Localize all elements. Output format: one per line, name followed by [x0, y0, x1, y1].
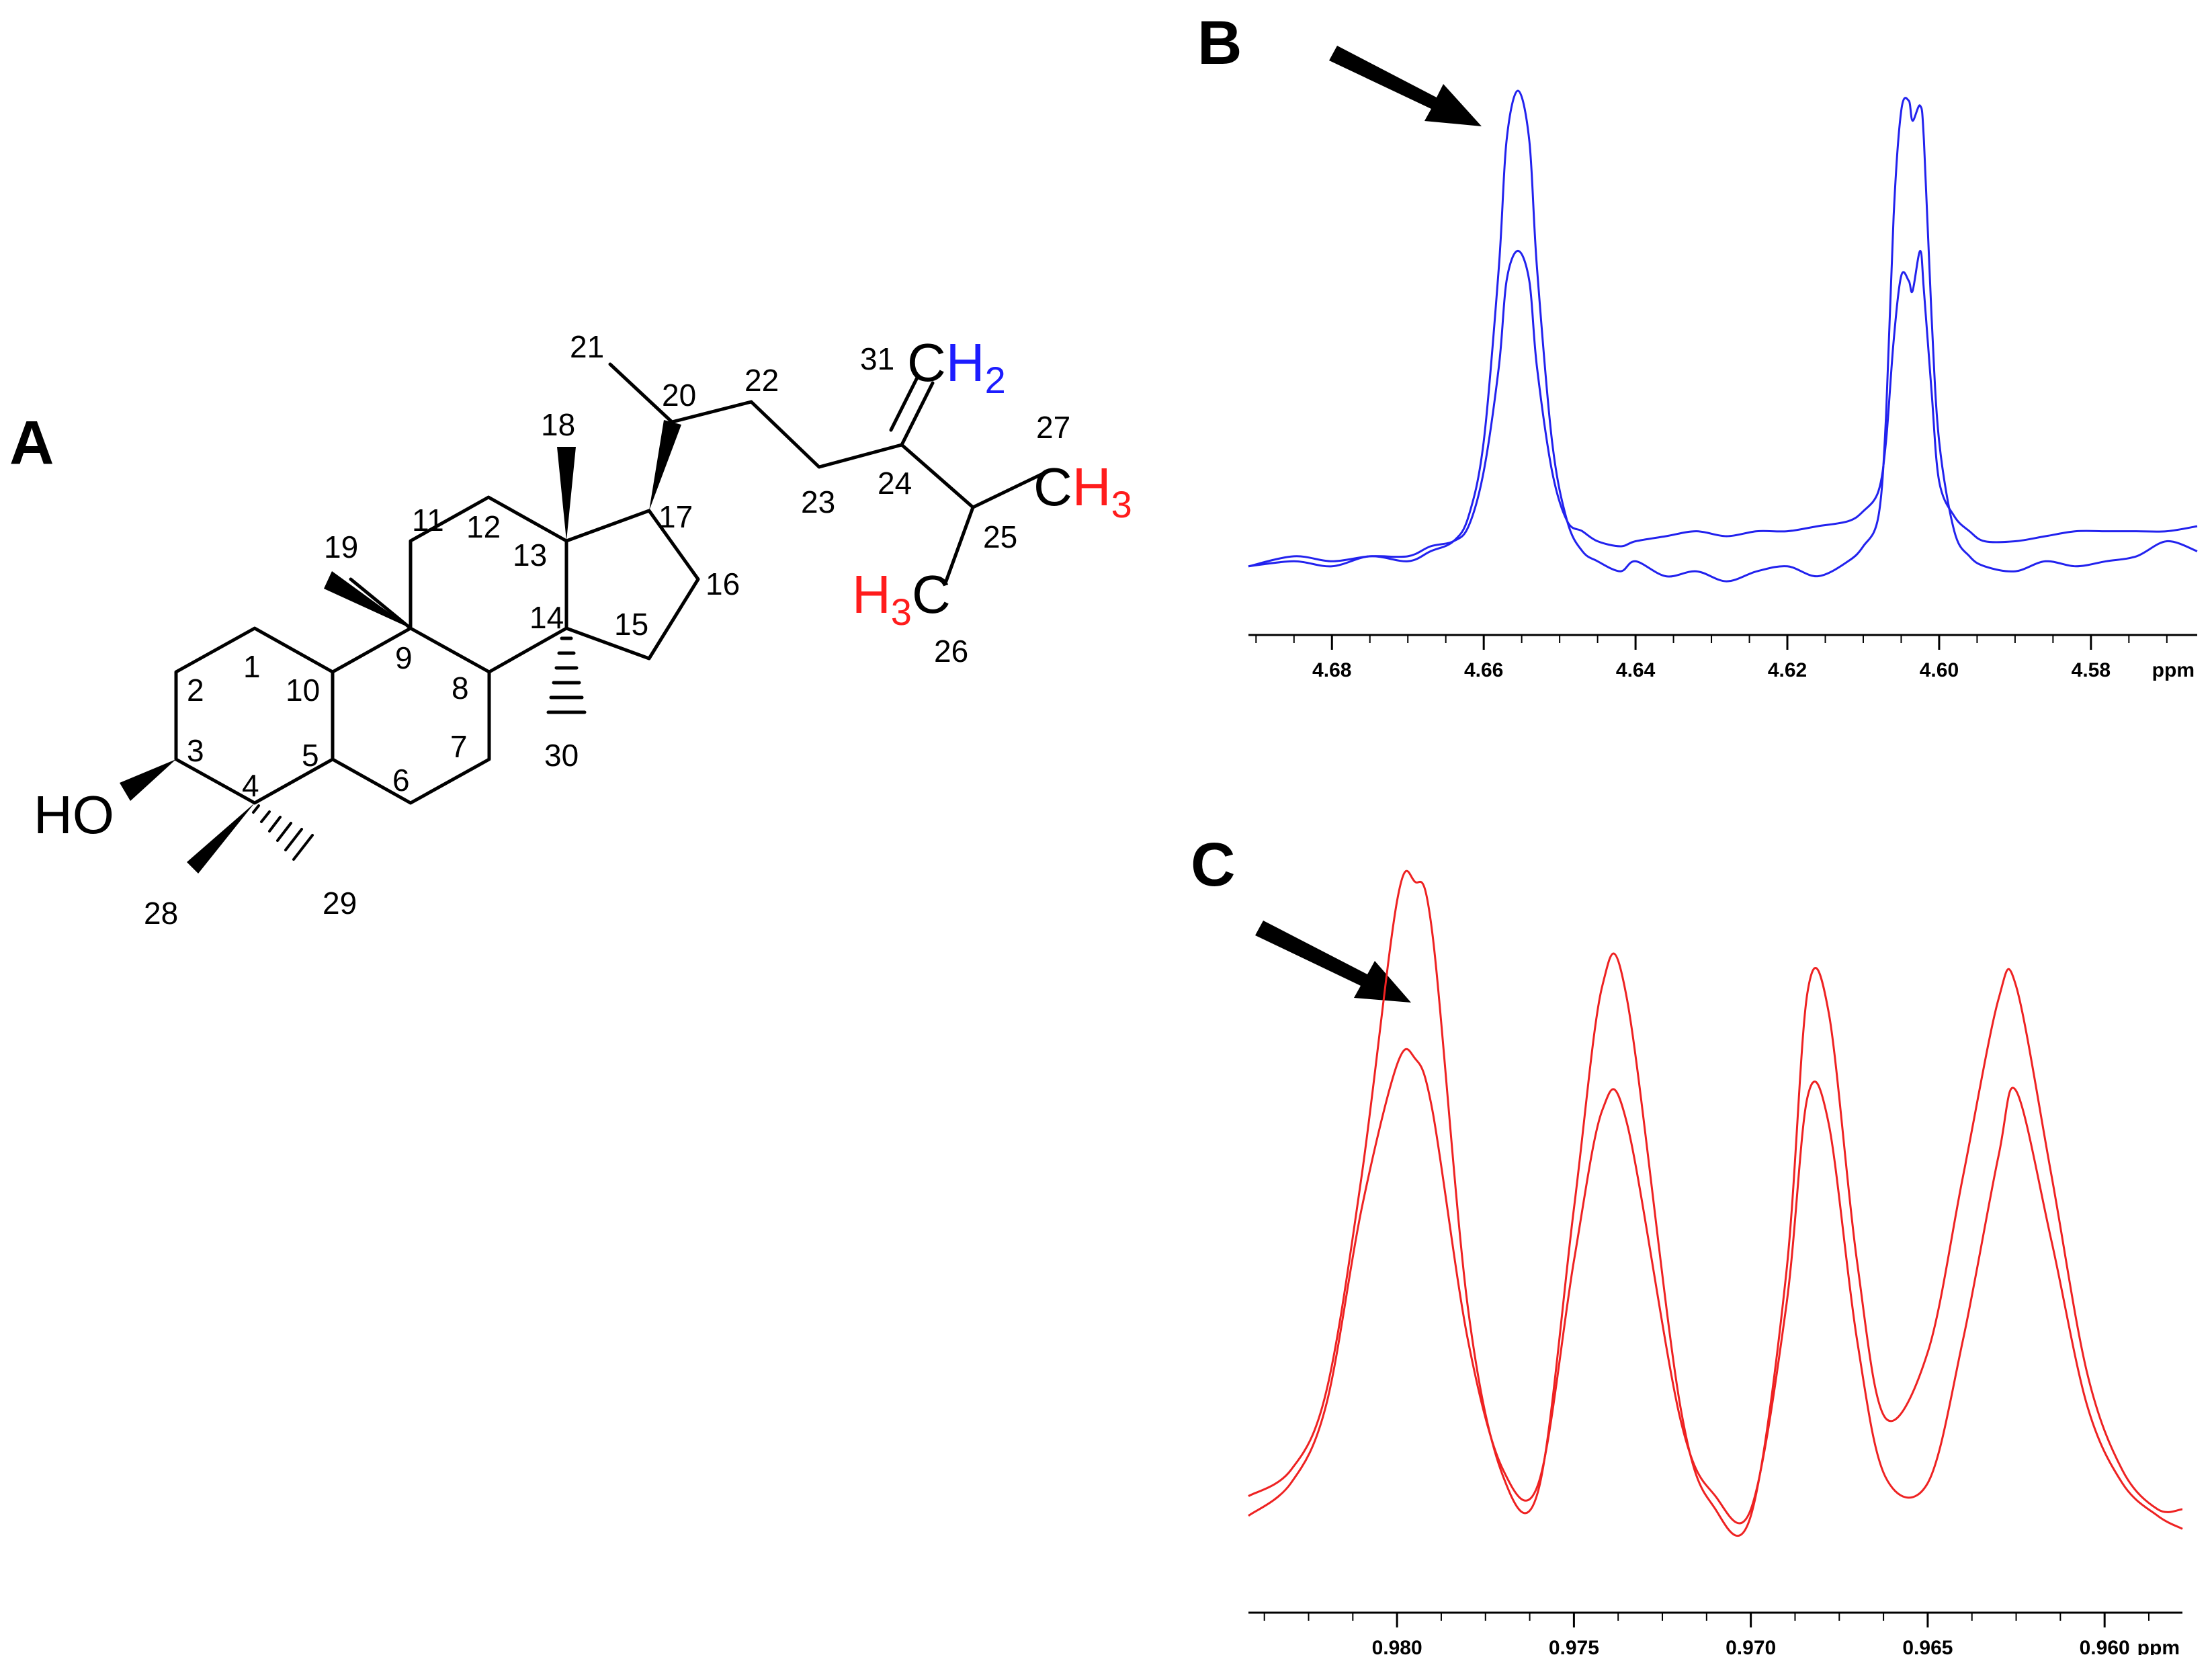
- atom-number-25: 25: [983, 519, 1017, 554]
- spectrum-b-series-1: [1248, 89, 2198, 583]
- wedge-c13-c18: [557, 447, 576, 541]
- atom-number-7: 7: [450, 729, 468, 764]
- spectrum-c-unit-label: ppm: [2137, 1637, 2180, 1655]
- wedge-c17-c20: [649, 420, 681, 511]
- spectrum-c-tick-label-2: 0.975: [1549, 1637, 1599, 1655]
- spectrum-b-tick-label-5: 4.60: [1920, 659, 1959, 681]
- atom-number-24: 24: [878, 466, 912, 501]
- atom-number-2: 2: [187, 673, 204, 708]
- methylene-group: CH2: [907, 333, 1006, 401]
- atom-number-8: 8: [452, 671, 469, 706]
- atom-number-31: 31: [860, 341, 894, 376]
- bond-c20-c21: [608, 362, 674, 424]
- methyl-c27-label: CH3: [1033, 457, 1132, 525]
- methylene-label: CH2: [907, 333, 1006, 401]
- atom-number-27: 27: [1036, 410, 1070, 445]
- spectrum-b-tick-label-4: 4.62: [1768, 659, 1807, 681]
- ring-d-bonds: [564, 509, 700, 661]
- ring-c-bonds: [409, 495, 568, 674]
- spectrum-c-series-2: [1248, 1048, 2183, 1530]
- methyl-c27-hydrogen: H: [1072, 457, 1111, 517]
- spectrum-b-tick-label-1: 4.68: [1312, 659, 1351, 681]
- bond-c19-c9: [349, 577, 413, 630]
- atom-number-29: 29: [323, 886, 357, 921]
- methyl-group-c27: CH3: [1033, 457, 1132, 525]
- methyl-c27-subscript: 3: [1111, 483, 1132, 525]
- atom-number-6: 6: [392, 763, 410, 798]
- atom-number-17: 17: [658, 499, 693, 534]
- atom-number-11: 11: [412, 503, 444, 538]
- hash-c4-c29: [252, 804, 314, 861]
- atom-number-15: 15: [614, 607, 648, 642]
- spectrum-b-tick-label-6: 4.58: [2072, 659, 2111, 681]
- panel-label-a: A: [9, 409, 54, 477]
- atom-number-4: 4: [242, 768, 259, 803]
- atom-number-5: 5: [302, 738, 319, 773]
- methyl-c26-label: H3C: [852, 564, 951, 633]
- atom-number-20: 20: [662, 378, 696, 413]
- bond-c24-c31: [900, 381, 935, 447]
- atom-number-3: 3: [187, 733, 204, 768]
- spectrum-c-tick-label-5: 0.960: [2080, 1637, 2130, 1655]
- atom-number-26: 26: [934, 634, 968, 669]
- atom-number-21: 21: [570, 329, 604, 364]
- arrow-b: [1329, 46, 1482, 126]
- bond-c25-c26: [944, 505, 975, 583]
- spectrum-b-series-2: [1248, 249, 2198, 568]
- spectrum-b-unit-label: ppm: [2152, 659, 2195, 681]
- atom-number-14: 14: [529, 600, 564, 635]
- methylene-carbon: C: [907, 333, 946, 392]
- atom-number-13: 13: [513, 538, 547, 572]
- hydroxyl-label: HO: [34, 785, 114, 845]
- atom-number-12: 12: [466, 509, 501, 544]
- methyl-c27-carbon: C: [1033, 457, 1072, 517]
- bond-c24-c31-second: [889, 374, 920, 432]
- atom-number-28: 28: [144, 896, 178, 931]
- methyl-c26-subscript: 3: [891, 591, 912, 633]
- spectrum-c-tick-label-4: 0.965: [1902, 1637, 1953, 1655]
- spectrum-c-tick-label-3: 0.970: [1726, 1637, 1776, 1655]
- side-chain-bonds: [670, 400, 1049, 509]
- ring-b-bonds: [331, 626, 491, 805]
- panel-c: C 0.980 0.975 0.970 0.965 0.960 ppm: [1191, 831, 2183, 1655]
- atom-number-9: 9: [395, 640, 413, 675]
- spectrum-b-tick-label-3: 4.64: [1616, 659, 1656, 681]
- atom-number-19: 19: [324, 529, 358, 564]
- panel-a: A: [9, 329, 1132, 931]
- arrow-c: [1255, 921, 1411, 1003]
- spectrum-b: 4.68 4.66 4.64 4.62 4.60 4.58 ppm: [1248, 89, 2198, 681]
- atom-number-22: 22: [745, 363, 779, 398]
- methyl-c26-carbon: C: [912, 564, 951, 624]
- hash-c14-c30: [546, 636, 587, 714]
- molecule-bonds: [120, 362, 1049, 874]
- wedge-c9-c19: [324, 571, 411, 628]
- spectrum-c-series-1: [1248, 869, 2183, 1537]
- panel-b: B 4.68 4.66 4.64 4.62 4.60 4.58 ppm: [1197, 9, 2198, 681]
- atom-number-30: 30: [544, 738, 579, 773]
- panel-label-c: C: [1191, 831, 1235, 899]
- atom-number-10: 10: [286, 673, 320, 708]
- atom-number-1: 1: [243, 649, 261, 684]
- atom-number-18: 18: [541, 407, 575, 442]
- spectrum-c-tick-label-1: 0.980: [1372, 1637, 1422, 1655]
- atom-number-23: 23: [801, 484, 835, 519]
- wedge-c3-oh: [120, 759, 176, 801]
- methylene-hydrogen: H: [946, 333, 985, 392]
- atom-numbers: 1 2 3 4 5 6 7 8 9 10 11 12 13 14 15 16 1…: [144, 329, 1070, 931]
- atom-number-16: 16: [706, 566, 740, 601]
- methyl-c26-hydrogen: H: [852, 564, 891, 624]
- methyl-group-c26: H3C: [852, 564, 951, 633]
- wedge-c4-c28: [187, 803, 255, 874]
- spectrum-c: 0.980 0.975 0.970 0.965 0.960 ppm: [1248, 869, 2183, 1655]
- spectrum-b-tick-label-2: 4.66: [1464, 659, 1503, 681]
- methylene-subscript: 2: [985, 359, 1006, 401]
- panel-label-b: B: [1197, 9, 1242, 77]
